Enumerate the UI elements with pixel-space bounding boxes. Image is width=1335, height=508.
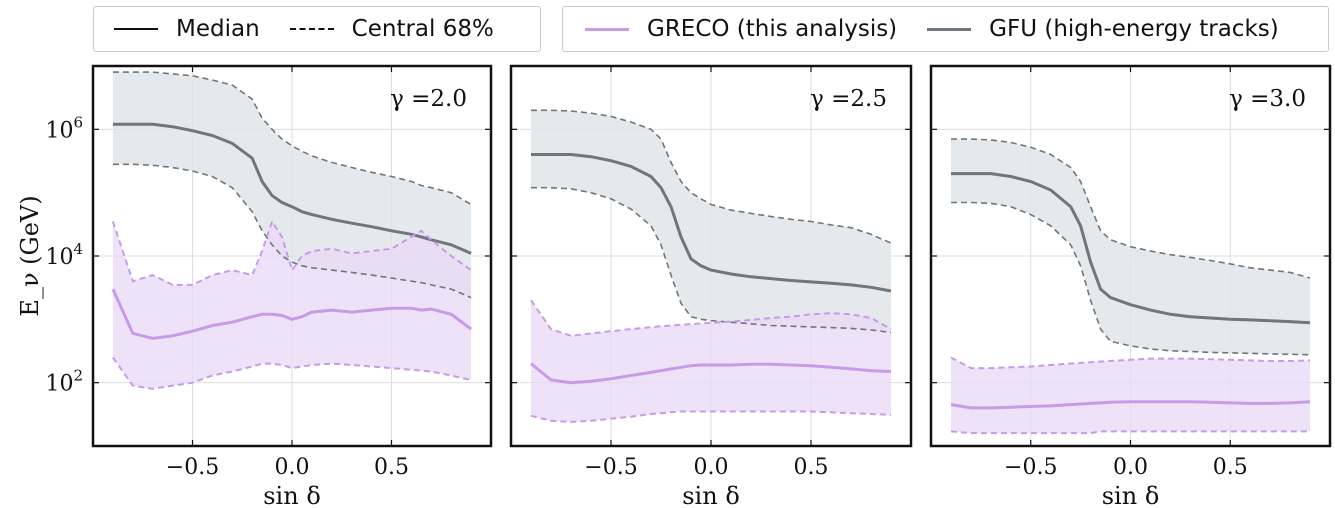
x-axis-label: sin δ [682, 482, 740, 508]
legend-label-median: Median [176, 16, 260, 42]
legend-label-central68: Central 68% [351, 16, 494, 42]
greco-band [951, 357, 1310, 434]
y-tick-label: 106 [45, 113, 83, 143]
greco-band [531, 300, 891, 422]
greco-upper-line [950, 356, 1311, 370]
x-tick-label: 0.0 [694, 455, 729, 480]
spectral-index-annotation: γ =2.0 [390, 86, 467, 112]
y-tick-label: 102 [45, 367, 83, 397]
legend-item-central68: Central 68% [289, 16, 494, 42]
x-tick-label: 0.5 [374, 455, 409, 480]
x-tick-label: −0.5 [166, 455, 219, 480]
greco-median-line [530, 362, 892, 385]
legend-item-gfu: GFU (high-energy tracks) [927, 16, 1279, 42]
x-axis-label: sin δ [1102, 482, 1160, 508]
legend-linestyle: Median Central 68% [93, 6, 541, 52]
y-axis-label: E_ν (GeV) [16, 195, 44, 316]
y-tick-label: 104 [45, 240, 83, 270]
legend-label-gfu: GFU (high-energy tracks) [989, 16, 1279, 42]
greco-upper-line [111, 219, 472, 286]
legend-label-greco: GRECO (this analysis) [647, 16, 898, 42]
greco-lower-line [950, 430, 1310, 435]
gfu-lower-line [112, 163, 472, 299]
greco-median-line [950, 400, 1311, 410]
panel-3: −0.5 0.0 0.5 sin δ γ =3.0 [929, 64, 1332, 508]
x-axis-label: sin δ [263, 482, 321, 508]
gfu-band [531, 110, 891, 333]
x-tick-label: 0.0 [275, 455, 310, 480]
panel-2: −0.5 0.0 0.5 sin δ γ =2.5 [509, 64, 913, 508]
greco-line-swatch [585, 27, 629, 31]
spectral-index-annotation: γ =3.0 [1229, 86, 1306, 112]
greco-lower-line [530, 410, 892, 423]
greco-median-line [111, 288, 472, 340]
gfu-lower-line [531, 186, 892, 334]
greco-band [112, 221, 472, 389]
solid-line-swatch [114, 28, 158, 30]
x-tick-label: −0.5 [1004, 455, 1057, 480]
greco-lower-line [112, 356, 472, 390]
dashed-line-swatch [289, 28, 334, 30]
gfu-upper-line [951, 138, 1311, 279]
plot-area [111, 71, 472, 390]
legend-item-greco: GRECO (this analysis) [585, 16, 897, 42]
plot-area [530, 109, 892, 423]
gfu-line-swatch [927, 27, 972, 31]
plot-area [950, 138, 1311, 435]
gfu-upper-line [531, 109, 892, 244]
x-tick-label: −0.5 [584, 455, 637, 480]
gfu-upper-line [112, 71, 472, 206]
legend-dataset: GRECO (this analysis) GFU (high-energy t… [562, 6, 1329, 52]
x-tick-label: 0.5 [794, 455, 829, 480]
gfu-lower-line [951, 201, 1311, 356]
gfu-band [112, 72, 472, 298]
gfu-median-line [531, 153, 892, 293]
panel-1: −0.5 0.0 0.5 102 104 106 sin δ E_ν (GeV) γ =2.0 [16, 64, 493, 508]
gfu-median-line [951, 172, 1311, 325]
x-tick-label: 0.5 [1213, 455, 1248, 480]
spectral-index-annotation: γ =2.5 [810, 86, 887, 112]
legend-item-median: Median [114, 16, 260, 42]
x-tick-label: 0.0 [1113, 455, 1148, 480]
greco-upper-line [530, 299, 892, 337]
